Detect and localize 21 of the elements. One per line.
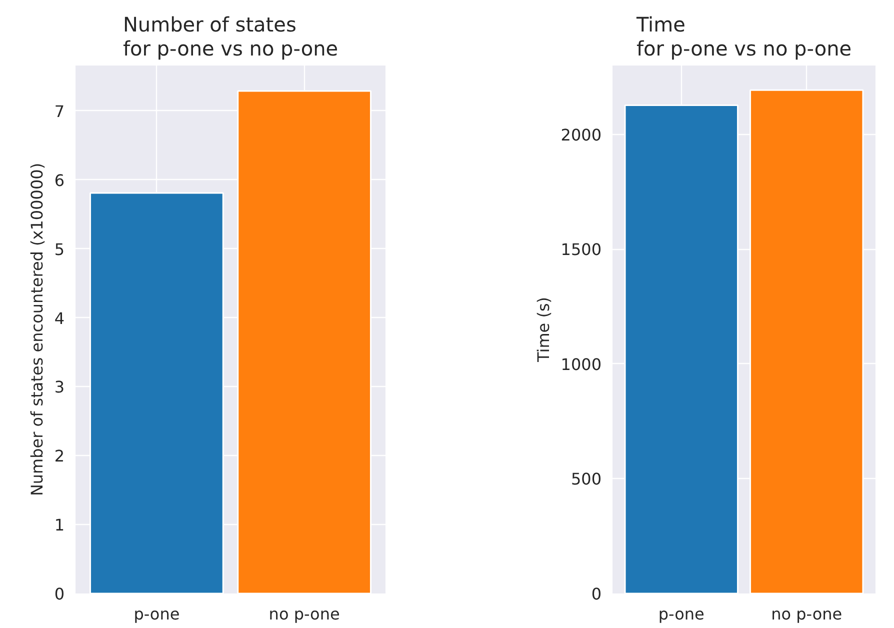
x-tick-label: p-one (134, 604, 180, 624)
y-tick-label: 6 (54, 170, 65, 190)
x-tick-label: no p-one (268, 604, 340, 624)
y-axis-title: Number of states encountered (x100000) (27, 162, 46, 496)
chart-title: Number of states for p-one vs no p-one (122, 12, 338, 60)
chart-title: Time for p-one vs no p-one (635, 12, 852, 60)
y-tick-label: 2 (54, 446, 65, 466)
y-tick-label: 1000 (560, 354, 602, 374)
y-tick-label: 0 (591, 584, 602, 604)
x-tick-label: p-one (658, 604, 704, 624)
x-tick-label: no p-one (771, 604, 842, 624)
y-tick-label: 500 (570, 470, 602, 489)
y-tick-label: 3 (54, 378, 65, 397)
y-tick-label: 7 (54, 102, 65, 121)
y-tick-label: 2000 (560, 125, 602, 144)
y-tick-label: 5 (54, 240, 65, 259)
y-tick-label: 1500 (560, 240, 602, 260)
y-tick-label: 1 (54, 516, 65, 535)
y-tick-label: 0 (54, 584, 65, 604)
y-tick-label: 4 (54, 308, 65, 328)
y-axis-title: Time (s) (534, 296, 553, 364)
